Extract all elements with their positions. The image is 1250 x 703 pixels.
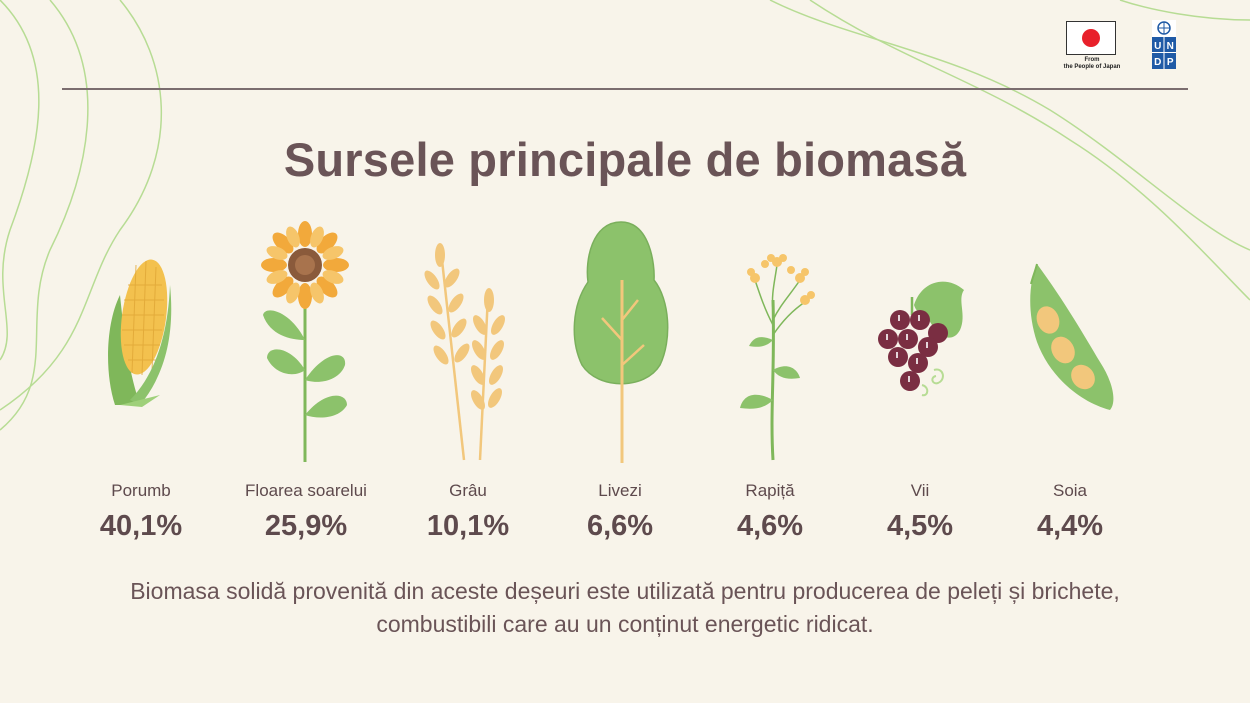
undp-letter-p: P bbox=[1167, 57, 1174, 68]
corn-icon bbox=[108, 259, 172, 407]
label-vii: Vii bbox=[910, 481, 930, 500]
header-divider bbox=[62, 88, 1188, 90]
japan-caption: From the People of Japan bbox=[1063, 57, 1121, 70]
sunflower-icon bbox=[261, 221, 349, 462]
label-porumb: Porumb bbox=[111, 481, 171, 500]
rapeseed-icon bbox=[740, 254, 815, 461]
undp-letter-d: D bbox=[1154, 57, 1161, 68]
label-soia: Soia bbox=[1052, 481, 1088, 500]
footer-description: Biomasa solidă provenită din aceste deșe… bbox=[130, 578, 1120, 637]
wheat-icon bbox=[424, 243, 505, 461]
undp-logo: U N D P bbox=[1152, 20, 1176, 69]
grapes-icon bbox=[878, 281, 964, 397]
page-title: Sursele principale de biomasă bbox=[283, 133, 967, 186]
value-vii: 4,5% bbox=[886, 510, 954, 542]
value-soia: 4,4% bbox=[1036, 510, 1104, 542]
undp-letter-u: U bbox=[1154, 41, 1161, 52]
label-rapita: Rapiță bbox=[745, 481, 795, 500]
value-livezi: 6,6% bbox=[586, 510, 654, 542]
value-porumb: 40,1% bbox=[99, 510, 183, 542]
value-grau: 10,1% bbox=[426, 510, 510, 542]
value-rapita: 4,6% bbox=[736, 510, 804, 542]
label-grau: Grâu bbox=[449, 481, 487, 500]
tree-icon bbox=[573, 221, 669, 463]
japan-flag-logo bbox=[1066, 21, 1116, 55]
label-livezi: Livezi bbox=[598, 481, 642, 500]
soybean-icon bbox=[1030, 263, 1114, 410]
undp-letter-n: N bbox=[1167, 41, 1174, 52]
value-floarea-soarelui: 25,9% bbox=[264, 510, 348, 542]
label-floarea-soarelui: Floarea soarelui bbox=[245, 481, 367, 500]
